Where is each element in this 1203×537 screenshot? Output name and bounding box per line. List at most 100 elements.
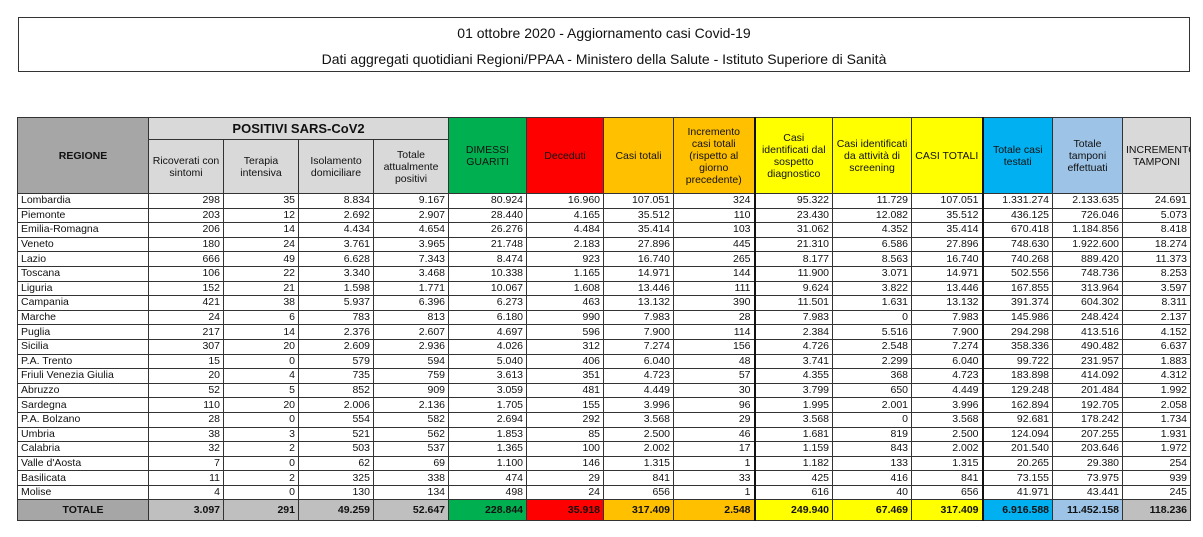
header-casi-totali-2: CASI TOTALI xyxy=(911,117,984,194)
cell-value: 783 xyxy=(298,309,374,326)
header-casi-screening: Casi identificati da attività di screeni… xyxy=(832,117,913,194)
cell-value: 4 xyxy=(148,484,224,501)
cell-value: 0 xyxy=(223,411,299,428)
region-name: Umbria xyxy=(17,426,149,443)
cell-value: 4.355 xyxy=(753,368,834,384)
cell-value: 6.628 xyxy=(298,251,374,267)
header-incremento-casi: Incremento casi totali (rispetto al gior… xyxy=(673,117,756,194)
cell-value: 4.449 xyxy=(911,382,984,399)
cell-value: 2.058 xyxy=(1122,397,1192,413)
total-value: 317.409 xyxy=(603,499,675,522)
cell-value: 1.608 xyxy=(526,280,605,297)
totals-label: TOTALE xyxy=(17,499,149,522)
cell-value: 5.040 xyxy=(448,353,528,370)
cell-value: 3.799 xyxy=(753,382,834,399)
cell-value: 481 xyxy=(526,382,605,399)
region-name: P.A. Bolzano xyxy=(17,411,149,428)
cell-value: 21 xyxy=(223,280,299,297)
cell-value: 1.182 xyxy=(753,455,834,472)
table-row: Umbria 38 3 521 562 1.853 85 2.500 46 1.681 819 2.5… xyxy=(17,426,1192,443)
cell-value: 29 xyxy=(673,411,756,428)
cell-value: 2.500 xyxy=(603,426,675,443)
cell-value: 726.046 xyxy=(1052,207,1124,224)
cell-value: 8.474 xyxy=(448,251,528,267)
cell-value: 596 xyxy=(526,324,605,340)
table-row: Puglia 217 14 2.376 2.607 4.697 596 7.900 114 2.3… xyxy=(17,324,1192,340)
cell-value: 1.315 xyxy=(911,455,984,472)
cell-value: 2.500 xyxy=(911,426,984,443)
cell-value: 759 xyxy=(372,368,450,384)
cell-value: 670.418 xyxy=(981,222,1054,238)
cell-value: 2.907 xyxy=(372,207,450,224)
cell-value: 656 xyxy=(911,484,984,501)
cell-value: 3.568 xyxy=(911,411,984,428)
cell-value: 106 xyxy=(148,265,224,282)
cell-value: 134 xyxy=(372,484,450,501)
cell-value: 3.996 xyxy=(603,397,675,413)
cell-value: 7.983 xyxy=(753,309,834,326)
cell-value: 4.152 xyxy=(1122,324,1192,340)
cell-value: 201.484 xyxy=(1052,382,1124,399)
cell-value: 554 xyxy=(298,411,374,428)
cell-value: 3.059 xyxy=(448,382,528,399)
cell-value: 40 xyxy=(832,484,913,501)
cell-value: 24.691 xyxy=(1122,193,1192,209)
cell-value: 145.986 xyxy=(981,309,1054,326)
cell-value: 294.298 xyxy=(981,324,1054,340)
region-name: Campania xyxy=(17,295,149,311)
total-value: 67.469 xyxy=(832,499,913,522)
cell-value: 35.414 xyxy=(603,222,675,238)
total-value: 11.452.158 xyxy=(1052,499,1124,522)
cell-value: 4.312 xyxy=(1122,368,1192,384)
cell-value: 1 xyxy=(673,455,756,472)
header-ricoverati: Ricoverati con sintomi xyxy=(148,139,224,194)
header-positivi-group: POSITIVI SARS-CoV2 xyxy=(147,117,450,140)
cell-value: 4 xyxy=(223,368,299,384)
cell-value: 445 xyxy=(673,236,756,253)
title-box: 01 ottobre 2020 - Aggiornamento casi Cov… xyxy=(18,17,1190,72)
total-value: 228.844 xyxy=(448,499,528,522)
cell-value: 2.002 xyxy=(603,441,675,457)
cell-value: 841 xyxy=(603,470,675,486)
cell-value: 1.331.274 xyxy=(981,193,1054,209)
cell-value: 298 xyxy=(148,193,224,209)
cell-value: 46 xyxy=(673,426,756,443)
cell-value: 7.343 xyxy=(372,251,450,267)
cell-value: 650 xyxy=(832,382,913,399)
cell-value: 6.273 xyxy=(448,295,528,311)
cell-value: 85 xyxy=(526,426,605,443)
region-name: Lazio xyxy=(17,251,149,267)
header-casi-testati: Totale casi testati xyxy=(981,117,1054,194)
cell-value: 2.299 xyxy=(832,353,913,370)
cell-value: 3.568 xyxy=(753,411,834,428)
cell-value: 12.082 xyxy=(832,207,913,224)
cell-value: 192.705 xyxy=(1052,397,1124,413)
cell-value: 358.336 xyxy=(981,338,1054,355)
cell-value: 813 xyxy=(372,309,450,326)
cell-value: 43.441 xyxy=(1052,484,1124,501)
cell-value: 2.936 xyxy=(372,338,450,355)
region-name: Veneto xyxy=(17,236,149,253)
cell-value: 9.167 xyxy=(372,193,450,209)
region-name: Lombardia xyxy=(17,193,149,209)
cell-value: 413.516 xyxy=(1052,324,1124,340)
cell-value: 6.396 xyxy=(372,295,450,311)
table-row: Basilicata 11 2 325 338 474 29 841 33 425 416 841 73… xyxy=(17,470,1192,486)
region-name: Puglia xyxy=(17,324,149,340)
report-title: 01 ottobre 2020 - Aggiornamento casi Cov… xyxy=(457,25,751,41)
cell-value: 594 xyxy=(372,353,450,370)
cell-value: 49 xyxy=(223,251,299,267)
cell-value: 206 xyxy=(148,222,224,238)
cell-value: 0 xyxy=(223,353,299,370)
cell-value: 1.165 xyxy=(526,265,605,282)
cell-value: 841 xyxy=(911,470,984,486)
cell-value: 2 xyxy=(223,441,299,457)
cell-value: 1.992 xyxy=(1122,382,1192,399)
cell-value: 18.274 xyxy=(1122,236,1192,253)
cell-value: 24 xyxy=(526,484,605,501)
table-row: P.A. Bolzano 28 0 554 582 2.694 292 3.568 29 3.56… xyxy=(17,411,1192,428)
cell-value: 162.894 xyxy=(981,397,1054,413)
cell-value: 10.067 xyxy=(448,280,528,297)
cell-value: 3.568 xyxy=(603,411,675,428)
cell-value: 436.125 xyxy=(981,207,1054,224)
